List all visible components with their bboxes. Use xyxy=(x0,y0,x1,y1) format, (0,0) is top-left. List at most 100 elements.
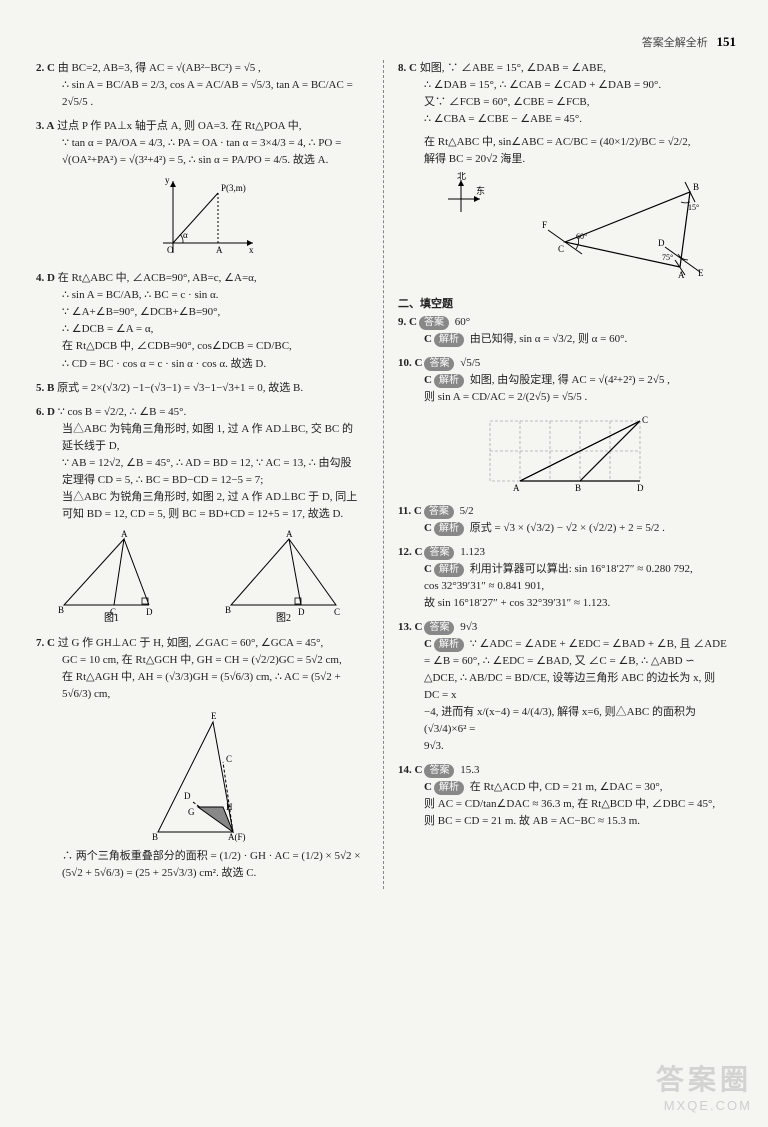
svg-text:B: B xyxy=(225,605,231,615)
svg-text:α: α xyxy=(183,230,188,240)
svg-text:C: C xyxy=(642,415,648,425)
svg-text:D: D xyxy=(637,483,644,493)
q13-jx4: −4, 进而有 x/(x−4) = 4/(4/3), 解得 x=6, 则△ABC… xyxy=(398,704,732,738)
q6: 6. D ∵ cos B = √2/2, ∴ ∠B = 45°. 当△ABC 为… xyxy=(36,404,369,628)
svg-text:x: x xyxy=(249,245,254,255)
svg-text:C: C xyxy=(226,754,232,764)
q2: 2. C 由 BC=2, AB=3, 得 AC = √(AB²−BC²) = √… xyxy=(36,60,369,111)
svg-text:东: 东 xyxy=(476,185,485,196)
svg-text:O: O xyxy=(167,245,174,255)
right-column: 8. C 如图, ∵ ∠ABE = 15°, ∠DAB = ∠ABE, ∴ ∠D… xyxy=(384,60,740,889)
svg-text:60°: 60° xyxy=(576,232,587,241)
q6-figure2: A B D C 图2 xyxy=(221,527,351,622)
q10-num: 10. xyxy=(398,357,412,369)
svg-text:y: y xyxy=(165,175,170,185)
header-text: 答案全解全析 xyxy=(642,37,708,49)
q13-jx2: = ∠B = 60°, ∴ ∠EDC = ∠BAD, 又 ∠C = ∠B, ∴ … xyxy=(398,653,732,670)
svg-text:C: C xyxy=(558,244,564,254)
explain-label: 解析 xyxy=(434,374,464,388)
svg-text:E: E xyxy=(211,711,217,721)
q7: 7. C 过 G 作 GH⊥AC 于 H, 如图, ∠GAC = 60°, ∠G… xyxy=(36,635,369,882)
svg-text:A: A xyxy=(678,270,685,280)
page-header: 答案全解全析 151 xyxy=(642,34,736,50)
watermark-big: 答案圈 xyxy=(656,1058,752,1098)
svg-text:B: B xyxy=(575,483,581,493)
answer-label: 答案 xyxy=(424,505,454,519)
q8-l5: 在 Rt△ABC 中, sin∠ABC = AC/BC = (40×1/2)/B… xyxy=(398,134,732,151)
q8: 8. C 如图, ∵ ∠ABE = 15°, ∠DAB = ∠ABE, ∴ ∠D… xyxy=(398,60,732,288)
q14-ans: 15.3 xyxy=(460,764,479,776)
q3: 3. A 过点 P 作 PA⊥x 轴于点 A, 则 OA=3. 在 Rt△POA… xyxy=(36,118,369,263)
svg-text:B: B xyxy=(58,605,64,615)
q3-num: 3. A xyxy=(36,120,54,132)
q10-jx1: 如图, 由勾股定理, 得 AC = √(4²+2²) = 2√5 , xyxy=(470,374,670,386)
q8-figure: F C B D E A 60° 15° 75° xyxy=(530,172,720,282)
q11: 11. C答案 5/2 C解析 原式 = √3 × (√3/2) − √2 × … xyxy=(398,503,732,537)
svg-text:P(3,m): P(3,m) xyxy=(221,183,246,193)
q4-l4: ∴ ∠DCB = ∠A = α, xyxy=(36,321,369,338)
q7-figure: E C D G H B A(F) xyxy=(138,707,268,842)
svg-text:A(F): A(F) xyxy=(228,832,246,842)
q12-jx2: cos 32°39′31″ ≈ 0.841 901, xyxy=(398,578,732,595)
q10-jx2: 则 sin A = CD/AC = 2/(2√5) = √5/5 . xyxy=(398,389,732,406)
q12-ans: 1.123 xyxy=(460,546,485,558)
q3-l1: 过点 P 作 PA⊥x 轴于点 A, 则 OA=3. 在 Rt△POA 中, xyxy=(57,120,301,132)
svg-text:A: A xyxy=(216,245,223,255)
q4-l3: ∵ ∠A+∠B=90°, ∠DCB+∠B=90°, xyxy=(36,304,369,321)
q8-l1: 如图, ∵ ∠ABE = 15°, ∠DAB = ∠ABE, xyxy=(420,62,606,74)
q14-num: 14. xyxy=(398,764,412,776)
svg-text:D: D xyxy=(184,791,191,801)
q12-jx1: 利用计算器可以算出: sin 16°18′27″ ≈ 0.280 792, xyxy=(470,563,693,575)
svg-text:H: H xyxy=(226,802,233,812)
q14: 14. C答案 15.3 C解析 在 Rt△ACD 中, CD = 21 m, … xyxy=(398,762,732,830)
q13-jx3: △DCE, ∴ AB/DC = BD/CE, 设等边三角形 ABC 的边长为 x… xyxy=(398,670,732,704)
q2-l2: ∴ sin A = BC/AB = 2/3, cos A = AC/AB = √… xyxy=(36,77,369,111)
q6-l3: 延长线于 D, xyxy=(36,438,369,455)
answer-label: 答案 xyxy=(424,357,454,371)
q14-jx3: 则 BC = CD = 21 m. 故 AB = AC−BC ≈ 15.3 m. xyxy=(398,813,732,830)
page-number: 151 xyxy=(717,34,737,49)
q5: 5. B 原式 = 2×(√3/2) −1−(√3−1) = √3−1−√3+1… xyxy=(36,380,369,397)
q13-num: 13. xyxy=(398,621,412,633)
q4-l6: ∴ CD = BC · cos α = c · sin α · cos α. 故… xyxy=(36,356,369,373)
content-columns: 2. C 由 BC=2, AB=3, 得 AC = √(AB²−BC²) = √… xyxy=(28,60,740,889)
svg-text:F: F xyxy=(542,220,547,230)
q3-l3: √(OA²+PA²) = √(3²+4²) = 5, ∴ sin α = PA/… xyxy=(36,152,369,169)
watermark: 答案圈 MXQE.COM xyxy=(656,1058,752,1113)
q4-l1: 在 Rt△ABC 中, ∠ACB=90°, AB=c, ∠A=α, xyxy=(58,272,257,284)
svg-text:A: A xyxy=(286,529,293,539)
q7-l5: (5√2 + 5√6/3) = (25 + 25√3/3) cm². 故选 C. xyxy=(36,865,369,882)
q6-num: 6. D xyxy=(36,406,55,418)
q8-compass: 北 东 xyxy=(436,172,486,222)
q3-l2: ∵ tan α = PA/OA = 4/3, ∴ PA = OA · tan α… xyxy=(36,135,369,152)
watermark-small: MXQE.COM xyxy=(656,1098,752,1113)
section-2-title: 二、填空题 xyxy=(398,295,732,311)
q13-jx1: ∵ ∠ADC = ∠ADE + ∠EDC = ∠BAD + ∠B, 且 ∠ADE xyxy=(470,638,727,650)
q7-l2: GC = 10 cm, 在 Rt△GCH 中, GH = CH = (√2/2)… xyxy=(36,652,369,669)
svg-text:北: 北 xyxy=(457,172,466,181)
answer-label: 答案 xyxy=(424,546,454,560)
q12-jx3: 故 sin 16°18′27″ + cos 32°39′31″ ≈ 1.123. xyxy=(398,595,732,612)
q7-l4: ∴ 两个三角板重叠部分的面积 = (1/2) · GH · AC = (1/2)… xyxy=(36,848,369,865)
q10: 10. C答案 √5/5 C解析 如图, 由勾股定理, 得 AC = √(4²+… xyxy=(398,355,732,495)
explain-label: 解析 xyxy=(434,333,464,347)
q3-figure: P(3,m) O A x y α xyxy=(143,173,263,263)
q6-l1: ∵ cos B = √2/2, ∴ ∠B = 45°. xyxy=(58,406,187,418)
q14-jx1: 在 Rt△ACD 中, CD = 21 m, ∠DAC = 30°, xyxy=(470,781,663,793)
q11-num: 11. xyxy=(398,505,411,517)
q14-jx2: 则 AC = CD/tan∠DAC ≈ 36.3 m, 在 Rt△BCD 中, … xyxy=(398,796,732,813)
q9: 9. C答案 60° C解析 由已知得, sin α = √3/2, 则 α =… xyxy=(398,314,732,348)
svg-text:C: C xyxy=(334,607,340,617)
q9-jx: 由已知得, sin α = √3/2, 则 α = 60°. xyxy=(470,333,628,345)
q6-figure1: A B C D 图1 xyxy=(54,527,184,622)
q12-num: 12. xyxy=(398,546,412,558)
svg-text:图2: 图2 xyxy=(276,612,291,622)
svg-text:B: B xyxy=(693,182,699,192)
left-column: 2. C 由 BC=2, AB=3, 得 AC = √(AB²−BC²) = √… xyxy=(28,60,384,889)
svg-text:A: A xyxy=(121,529,128,539)
svg-text:图1: 图1 xyxy=(104,612,119,622)
explain-label: 解析 xyxy=(434,781,464,795)
svg-text:B: B xyxy=(152,832,158,842)
q4-l2: ∴ sin A = BC/AB, ∴ BC = c · sin α. xyxy=(36,287,369,304)
q5-l1: 原式 = 2×(√3/2) −1−(√3−1) = √3−1−√3+1 = 0,… xyxy=(57,382,303,394)
